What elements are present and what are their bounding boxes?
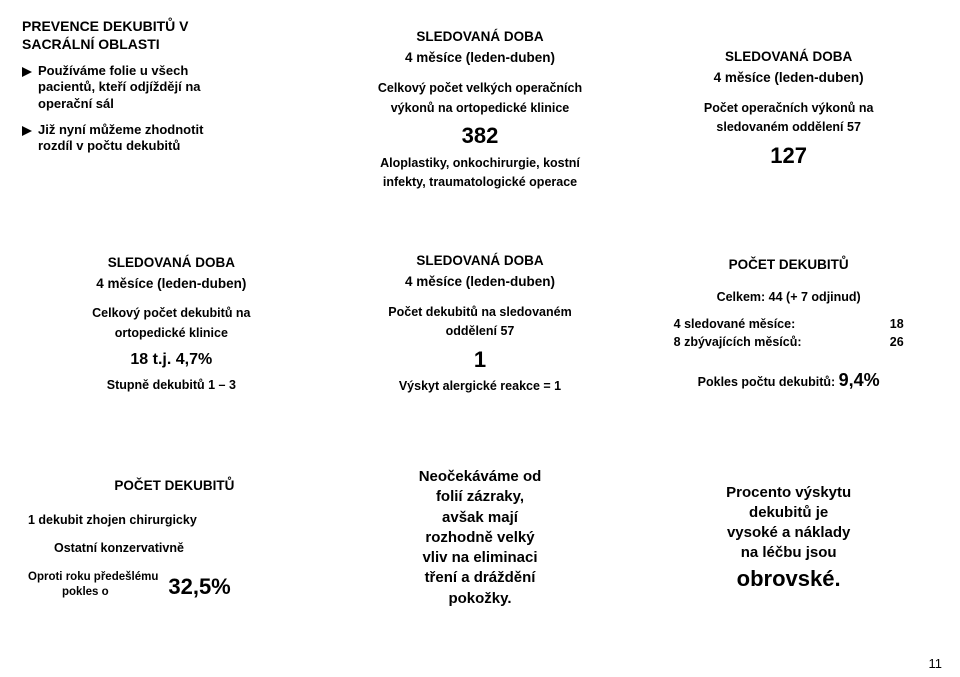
title-line1: PREVENCE DEKUBITŮ V — [22, 18, 188, 34]
bullet-1-text: Používáme folie u všech pacientů, kteří … — [38, 63, 201, 112]
decline-line: Pokles počtu dekubitů: 9,4% — [698, 369, 880, 392]
value-325: 32,5% — [168, 573, 230, 601]
value-127: 127 — [770, 142, 807, 170]
heading-sub: 4 měsíce (leden-duben) — [714, 70, 864, 87]
slide-grid: PREVENCE DEKUBITŮ V SACRÁLNÍ OBLASTI Pou… — [0, 0, 960, 648]
value-1: 1 — [474, 346, 486, 374]
heading: POČET DEKUBITŮ — [28, 478, 321, 495]
heading: SLEDOVANÁ DOBA — [108, 255, 235, 272]
stat-rows: 4 sledované měsíce: 18 8 zbývajících měs… — [674, 315, 904, 352]
heading: SLEDOVANÁ DOBA — [416, 253, 543, 270]
heading: POČET DEKUBITŮ — [729, 257, 849, 274]
conclusion-text: Neočekáváme od folií zázraky, avšak mají… — [419, 467, 542, 609]
bullet-arrow-icon — [22, 65, 32, 81]
sub2: sledovaném oddělení 57 — [716, 120, 861, 136]
bullet-arrow-icon — [22, 124, 32, 140]
cell-total-decubitus: SLEDOVANÁ DOBA 4 měsíce (leden-duben) Ce… — [22, 222, 321, 426]
page-number: 11 — [929, 656, 943, 671]
sub2: výkonů na ortopedické klinice — [391, 101, 570, 117]
sub4: infekty, traumatologické operace — [383, 175, 577, 191]
cell-ward-ops: SLEDOVANÁ DOBA 4 měsíce (leden-duben) Po… — [639, 8, 938, 212]
stat-row-1-value: 18 — [890, 317, 904, 333]
sub1: Počet operačních výkonů na — [704, 101, 874, 117]
stat-row-2-value: 26 — [890, 335, 904, 351]
cell-total-ops: SLEDOVANÁ DOBA 4 měsíce (leden-duben) Ce… — [331, 8, 630, 212]
foot: Stupně dekubitů 1 – 3 — [107, 378, 236, 394]
s3: Oproti roku předešlému pokles o — [28, 570, 158, 600]
heading-sub: 4 měsíce (leden-duben) — [405, 50, 555, 67]
sub1: Celkový počet velkých operačních — [378, 81, 582, 97]
conclusion-cost-text: Procento výskytu dekubitů je vysoké a ná… — [726, 483, 851, 594]
stat-row-1: 4 sledované měsíce: 18 — [674, 317, 904, 333]
sub2: oddělení 57 — [446, 324, 515, 340]
title-line2: SACRÁLNÍ OBLASTI — [22, 36, 160, 52]
heading: SLEDOVANÁ DOBA — [725, 49, 852, 66]
cell-conclusion-film: Neočekáváme od folií zázraky, avšak mají… — [331, 436, 630, 640]
cell-ward-decubitus: SLEDOVANÁ DOBA 4 měsíce (leden-duben) Po… — [331, 222, 630, 426]
foot: Výskyt alergické reakce = 1 — [399, 379, 561, 395]
cell-count-summary: POČET DEKUBITŮ 1 dekubit zhojen chirurgi… — [22, 436, 321, 640]
bullet-2: Již nyní můžeme zhodnotit rozdíl v počtu… — [22, 122, 203, 155]
heading: SLEDOVANÁ DOBA — [416, 29, 543, 46]
value-18-47: 18 t.j. 4,7% — [130, 350, 212, 370]
bullet-2-text: Již nyní můžeme zhodnotit rozdíl v počtu… — [38, 122, 203, 155]
huge-word: obrovské. — [737, 566, 841, 591]
heading-sub: 4 měsíce (leden-duben) — [405, 274, 555, 291]
stat-row-1-label: 4 sledované měsíce: — [674, 317, 796, 333]
s1: 1 dekubit zhojen chirurgicky — [28, 513, 197, 529]
cell-prevention: PREVENCE DEKUBITŮ V SACRÁLNÍ OBLASTI Pou… — [22, 8, 321, 212]
cell-conclusion-cost: Procento výskytu dekubitů je vysoké a ná… — [639, 436, 938, 640]
heading-sub: 4 měsíce (leden-duben) — [96, 276, 246, 293]
sub1: Počet dekubitů na sledovaném — [388, 305, 571, 321]
bullet-1: Používáme folie u všech pacientů, kteří … — [22, 63, 201, 112]
s2: Ostatní konzervativně — [54, 541, 184, 557]
sub1: Celkový počet dekubitů na — [92, 306, 250, 322]
cell-count-decubitus: POČET DEKUBITŮ Celkem: 44 (+ 7 odjinud) … — [639, 222, 938, 426]
decline-label: Pokles počtu dekubitů: — [698, 375, 839, 389]
decline-value: 9,4% — [839, 370, 880, 390]
total-line: Celkem: 44 (+ 7 odjinud) — [717, 290, 861, 306]
stat-row-2: 8 zbývajících měsíců: 26 — [674, 335, 904, 351]
sub2: ortopedické klinice — [115, 326, 228, 342]
value-382: 382 — [462, 122, 499, 150]
prevention-title: PREVENCE DEKUBITŮ V SACRÁLNÍ OBLASTI — [22, 18, 188, 53]
stat-row-2-label: 8 zbývajících měsíců: — [674, 335, 802, 351]
sub3: Aloplastiky, onkochirurgie, kostní — [380, 156, 580, 172]
